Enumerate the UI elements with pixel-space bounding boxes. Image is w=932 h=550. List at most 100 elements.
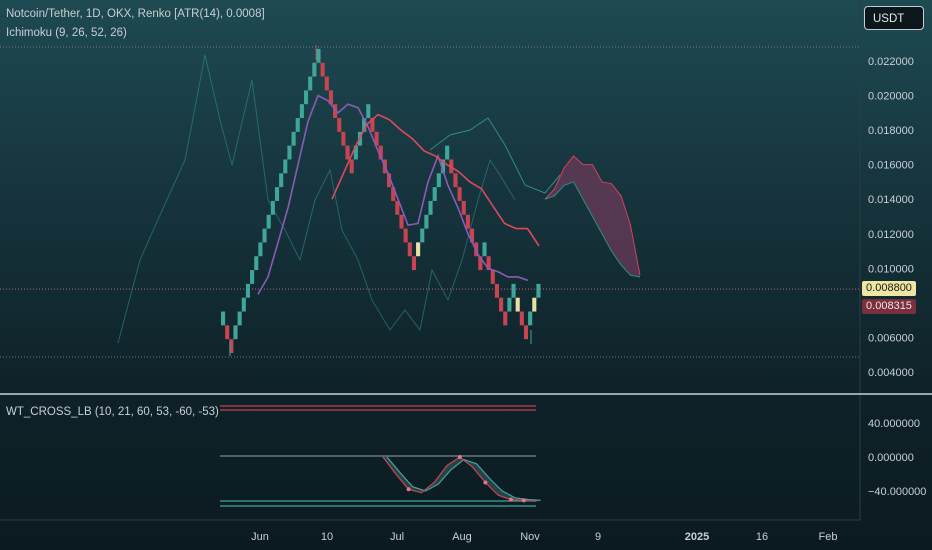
renko-brick: [424, 214, 429, 229]
renko-brick: [366, 104, 371, 119]
renko-brick: [391, 187, 396, 201]
currency-button[interactable]: USDT: [864, 6, 924, 30]
senkou-a-line: [544, 155, 641, 276]
renko-brick: [304, 90, 309, 105]
renko-brick: [528, 311, 533, 326]
renko-brick: [511, 283, 516, 298]
renko-brick: [440, 159, 446, 174]
y-tick-label: 0.016000: [868, 160, 914, 172]
renko-brick: [515, 297, 520, 312]
renko-brick: [225, 325, 230, 340]
renko-brick: [295, 118, 300, 132]
renko-brick: [420, 228, 425, 243]
renko-brick: [283, 159, 288, 174]
senkou-b-line: [544, 181, 641, 278]
renko-brick: [341, 131, 346, 146]
renko-brick: [532, 297, 537, 312]
renko-brick: [328, 90, 333, 105]
x-tick-label: 9: [595, 531, 601, 543]
renko-brick: [279, 173, 284, 188]
oscillator-legend[interactable]: WT_CROSS_LB (10, 21, 60, 53, -60, -53): [6, 406, 219, 418]
renko-brick: [353, 145, 358, 160]
ichimoku-legend[interactable]: Ichimoku (9, 26, 52, 26): [6, 27, 127, 39]
renko-brick: [428, 200, 433, 215]
renko-brick: [499, 297, 504, 312]
renko-brick: [266, 214, 271, 229]
x-tick-label: Jul: [390, 531, 404, 543]
renko-brick: [407, 242, 412, 257]
y-tick-label: 0.014000: [868, 194, 914, 206]
renko-brick: [432, 187, 437, 201]
renko-brick: [436, 173, 441, 188]
renko-brick: [221, 311, 226, 326]
renko-brick: [250, 270, 255, 284]
wt-cross-marker: [406, 487, 411, 492]
close-price-tag: 0.008315: [862, 299, 916, 314]
renko-brick: [299, 104, 304, 119]
renko-brick: [370, 118, 375, 132]
renko-brick: [320, 62, 325, 77]
renko-brick: [482, 242, 487, 257]
renko-brick: [270, 200, 275, 215]
renko-brick: [478, 256, 483, 271]
x-tick-label: Jun: [251, 531, 269, 543]
leading-span-line: [429, 117, 561, 194]
renko-brick: [333, 104, 338, 119]
y-tick-label: 0.006000: [868, 332, 914, 344]
renko-brick: [237, 311, 242, 326]
y-tick-label: 0.010000: [868, 263, 914, 275]
y-tick-label: 0.018000: [868, 125, 914, 137]
osc-y-tick-label: −40.000000: [868, 486, 926, 498]
renko-brick: [470, 228, 475, 243]
x-tick-label: Feb: [819, 531, 838, 543]
last-price-tag: 0.008800: [862, 281, 916, 296]
renko-brick: [254, 256, 259, 271]
renko-brick: [503, 311, 508, 326]
wt-band: [383, 457, 541, 502]
renko-brick: [262, 228, 267, 243]
renko-brick: [274, 187, 280, 201]
renko-brick: [229, 339, 234, 353]
renko-brick: [387, 173, 392, 188]
wt-cross-marker: [483, 480, 488, 485]
renko-brick: [490, 270, 495, 284]
renko-brick: [349, 159, 354, 174]
renko-brick: [324, 76, 329, 91]
renko-brick: [536, 283, 541, 298]
y-tick-label: 0.022000: [868, 56, 914, 68]
renko-brick: [362, 118, 367, 132]
x-tick-label: Aug: [452, 531, 472, 543]
osc-y-tick-label: 40.000000: [868, 418, 920, 430]
x-tick-label: Nov: [520, 531, 540, 543]
y-tick-label: 0.004000: [868, 367, 914, 379]
renko-brick: [378, 145, 383, 160]
renko-brick: [258, 242, 263, 257]
renko-brick: [316, 48, 321, 63]
renko-brick: [241, 297, 246, 312]
wt-cross-marker: [521, 498, 526, 503]
renko-brick: [312, 62, 317, 77]
x-tick-label: 16: [756, 531, 768, 543]
wt2-line: [386, 456, 541, 501]
renko-brick: [245, 283, 250, 298]
renko-brick: [337, 118, 342, 132]
x-tick-label: 10: [321, 531, 333, 543]
osc-y-tick-label: 0.000000: [868, 452, 914, 464]
y-tick-label: 0.012000: [868, 229, 914, 241]
renko-brick: [345, 145, 350, 160]
renko-brick: [287, 145, 292, 160]
renko-brick: [399, 214, 404, 229]
renko-brick: [374, 131, 379, 146]
renko-brick: [457, 187, 462, 201]
renko-brick: [486, 256, 491, 271]
wt-cross-marker: [509, 497, 513, 502]
renko-brick: [507, 297, 512, 312]
renko-brick: [403, 228, 408, 243]
renko-brick: [494, 283, 499, 298]
renko-brick: [461, 200, 466, 215]
renko-brick: [233, 325, 238, 340]
chikou-line: [117, 54, 516, 344]
renko-brick: [395, 200, 400, 215]
